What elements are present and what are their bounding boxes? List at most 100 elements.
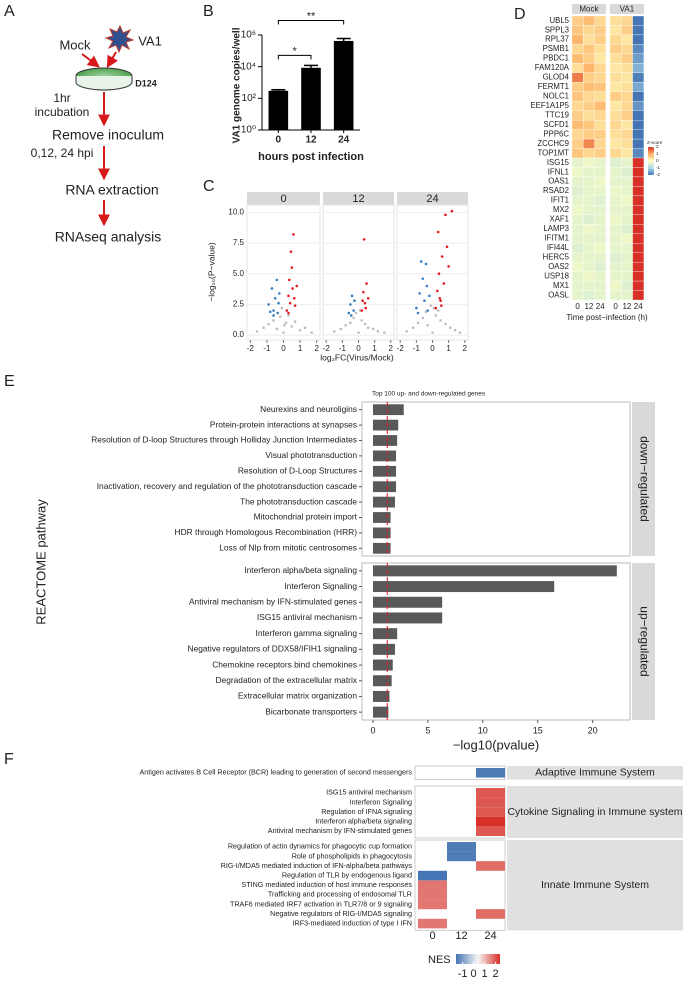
facet-label: down−regulated bbox=[637, 436, 651, 522]
colorbar-label: -1 bbox=[458, 968, 468, 980]
heatmap-cell bbox=[571, 91, 584, 102]
heatmap-cell bbox=[632, 186, 645, 197]
y-tick-label: HDR through Homologous Recombination (HR… bbox=[175, 527, 358, 537]
x-axis-label: Time post−infection (h) bbox=[566, 313, 648, 322]
point bbox=[287, 311, 290, 315]
x-tick-label: 24 bbox=[338, 135, 350, 146]
heatmap-cell bbox=[583, 91, 595, 102]
heatmap-cell bbox=[621, 233, 633, 244]
bar bbox=[372, 690, 390, 702]
x-tick-label: -2 bbox=[247, 344, 255, 353]
point bbox=[427, 294, 431, 298]
x-tick-label: 0 bbox=[575, 302, 580, 311]
panel-letter: E bbox=[4, 373, 15, 390]
point bbox=[453, 328, 457, 332]
heatmap-cell bbox=[594, 280, 607, 291]
point bbox=[448, 326, 452, 330]
heatmap-cell bbox=[571, 63, 584, 73]
point bbox=[287, 294, 290, 298]
heatmap-cell bbox=[609, 91, 622, 102]
point bbox=[349, 321, 352, 325]
significance-bracket bbox=[277, 20, 345, 25]
heatmap-cell bbox=[632, 63, 645, 73]
y-tick-label: Antiviral mechanism by IFN-stimulated ge… bbox=[268, 826, 413, 835]
point bbox=[267, 322, 270, 326]
heatmap-cell bbox=[632, 271, 645, 282]
heatmap-cell bbox=[583, 44, 595, 55]
heatmap-cell bbox=[583, 271, 595, 282]
point bbox=[458, 331, 462, 334]
bar bbox=[372, 542, 391, 554]
x-tick-label: -1 bbox=[339, 344, 347, 353]
point bbox=[362, 290, 365, 294]
y-tick-label: Chemokine receptors bind chemokines bbox=[212, 659, 357, 669]
colorbar-label: 0 bbox=[471, 968, 477, 980]
point bbox=[267, 303, 270, 306]
y-tick-label: Regulation of actin dynamics for phagocy… bbox=[228, 842, 412, 851]
heatmap-cell bbox=[594, 53, 607, 64]
heatmap-cell bbox=[609, 252, 622, 263]
y-tick-label: Negative regulators of RIG-I/MDA5 signal… bbox=[270, 909, 412, 918]
y-tick-label: Interferon Signaling bbox=[284, 581, 357, 591]
heatmap-cell bbox=[621, 91, 633, 102]
chart-title: Top 100 up- and down-regulated genes bbox=[372, 391, 486, 398]
point bbox=[416, 321, 420, 325]
y-tick-label: 10⁶ bbox=[241, 30, 256, 41]
significance-label: * bbox=[293, 45, 298, 57]
point bbox=[262, 326, 265, 330]
point bbox=[275, 327, 279, 331]
y-tick-label: Resolution of D-loop Structures through … bbox=[91, 435, 357, 445]
point bbox=[447, 265, 450, 268]
point bbox=[444, 322, 447, 326]
point bbox=[436, 289, 439, 293]
heatmap-cell bbox=[632, 167, 645, 178]
point bbox=[360, 309, 364, 312]
point bbox=[442, 282, 446, 285]
y-tick-label: OAS1 bbox=[548, 177, 569, 186]
colorbar-label: 2 bbox=[656, 144, 659, 149]
y-tick-label: 10.0 bbox=[228, 207, 244, 216]
heatmap-cell bbox=[571, 271, 584, 282]
heatmap-cell bbox=[476, 788, 505, 798]
heatmap-cell bbox=[609, 157, 622, 168]
colorbar-label: -2 bbox=[656, 172, 660, 177]
heatmap-cell bbox=[594, 157, 607, 168]
heatmap-cell bbox=[583, 186, 595, 197]
point bbox=[287, 314, 290, 317]
point bbox=[436, 230, 440, 234]
heatmap-cell bbox=[609, 214, 622, 225]
x-tick-label: 10 bbox=[478, 725, 488, 735]
point bbox=[310, 331, 314, 334]
heatmap-cell bbox=[418, 880, 447, 890]
point bbox=[437, 272, 441, 276]
virus-icon bbox=[104, 24, 135, 54]
heatmap-cell bbox=[571, 101, 584, 111]
heatmap-cell bbox=[571, 82, 584, 92]
heatmap-cell bbox=[476, 797, 505, 808]
y-tick-label: Interferon gamma signaling bbox=[256, 628, 358, 638]
facet-strip bbox=[507, 786, 683, 838]
y-tick-label: The phototransduction cascade bbox=[240, 496, 357, 506]
heatmap-cell bbox=[621, 110, 633, 121]
heatmap-cell bbox=[632, 53, 645, 64]
panel-frame bbox=[322, 204, 395, 341]
heatmap-cell bbox=[632, 195, 645, 206]
heatmap-cell bbox=[571, 15, 584, 26]
heatmap-cell bbox=[621, 176, 633, 187]
point bbox=[363, 322, 367, 326]
facet-label: 12 bbox=[352, 193, 364, 205]
heatmap-cell bbox=[609, 271, 622, 282]
point bbox=[366, 296, 370, 300]
heatmap-cell bbox=[583, 15, 595, 26]
point bbox=[371, 327, 375, 331]
heatmap-cell bbox=[418, 918, 447, 929]
facet-label: Mock bbox=[579, 5, 599, 14]
y-tick-label: ISG15 bbox=[547, 158, 570, 167]
colorbar-label: -1 bbox=[656, 165, 660, 170]
bar bbox=[372, 565, 617, 577]
input-label: VA1 bbox=[138, 33, 162, 48]
y-tick-label: ISG15 antiviral mechanism bbox=[326, 788, 412, 797]
point bbox=[411, 326, 415, 330]
x-tick-label: 2 bbox=[389, 344, 394, 353]
heatmap-cell bbox=[609, 138, 622, 149]
